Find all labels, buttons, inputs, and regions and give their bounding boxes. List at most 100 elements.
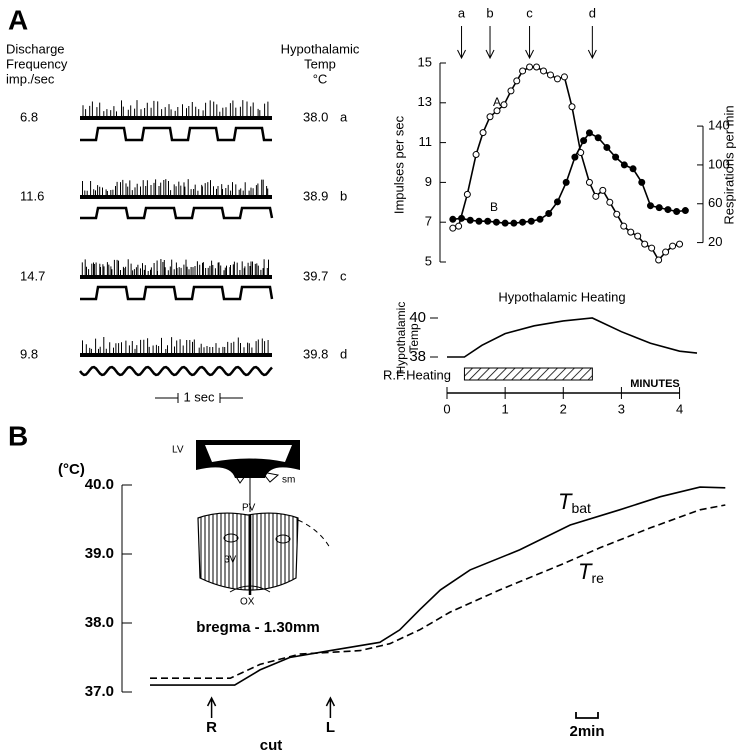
data-point <box>526 63 534 71</box>
y2-tick-label: 20 <box>708 234 722 249</box>
scale-bar <box>575 712 599 719</box>
data-point <box>627 228 635 236</box>
data-point <box>475 217 483 225</box>
series-label: Tbat <box>558 489 591 516</box>
trace-label: a <box>340 109 348 124</box>
data-point <box>634 232 642 240</box>
series-line <box>150 504 726 679</box>
inset-caption: bregma - 1.30mm <box>196 619 319 636</box>
data-point <box>673 208 681 216</box>
data-point <box>585 129 593 137</box>
data-point <box>669 242 677 250</box>
data-point <box>620 161 628 169</box>
frequency: 9.8 <box>20 346 38 361</box>
y2-axis-label: Respirations per min <box>721 105 736 224</box>
data-point <box>466 216 474 224</box>
data-point <box>603 143 611 151</box>
series-line <box>447 317 698 358</box>
data-point <box>568 103 576 111</box>
inset-diagram <box>196 440 331 595</box>
column-header: Temp <box>304 56 336 71</box>
data-point <box>540 67 548 75</box>
series-name: T <box>558 489 573 514</box>
y-tick-label: 9 <box>425 174 432 189</box>
y-tick-label: 13 <box>418 94 432 109</box>
data-point <box>553 198 561 206</box>
panel-label: B <box>8 420 28 451</box>
series-subscript: re <box>591 570 604 586</box>
data-point <box>599 186 607 194</box>
y-tick-label: 40 <box>409 309 426 326</box>
data-point <box>620 222 628 230</box>
y2-tick-label: 140 <box>708 118 730 133</box>
y-tick-label: 38 <box>409 348 426 365</box>
data-point <box>641 240 649 248</box>
data-point <box>638 178 646 186</box>
data-point <box>513 77 521 85</box>
marker-label: c <box>526 5 533 20</box>
x-tick-label: 0 <box>443 401 450 416</box>
data-point <box>479 129 487 137</box>
data-point <box>500 101 508 109</box>
annotation-note: cut <box>260 737 283 754</box>
respiration-trace <box>80 285 274 301</box>
trace-label: d <box>340 346 347 361</box>
temperature: 38.0 <box>303 109 328 124</box>
series-line <box>452 131 686 224</box>
inset-label: LV <box>172 445 184 456</box>
data-point <box>536 215 544 223</box>
column-header: Hypothalamic <box>281 41 360 56</box>
data-point <box>612 153 620 161</box>
marker-label: b <box>486 5 493 20</box>
series-label: A <box>493 95 501 109</box>
marker-label: a <box>458 5 466 20</box>
y-tick-label: 15 <box>418 54 432 69</box>
data-point <box>681 207 689 215</box>
data-point <box>458 214 466 222</box>
data-point <box>455 222 463 230</box>
y-tick-label: 38.0 <box>85 614 114 631</box>
heating-bar <box>463 367 593 381</box>
data-point <box>646 202 654 210</box>
x-tick-label: 4 <box>676 401 683 416</box>
data-point <box>655 256 663 264</box>
series-label: B <box>490 200 498 214</box>
trace-label: c <box>340 268 347 283</box>
data-point <box>562 178 570 186</box>
series-label: Tre <box>578 559 604 586</box>
data-point <box>662 248 670 256</box>
scale-bar <box>155 393 243 403</box>
temperature: 38.9 <box>303 188 328 203</box>
y-axis-label: Hypothalamic <box>394 302 408 375</box>
chart-title: Hypothalamic Heating <box>498 289 625 304</box>
inset-label: PV <box>242 503 256 514</box>
data-point <box>472 151 480 159</box>
data-point <box>527 217 535 225</box>
y-axis-label: (°C) <box>58 461 85 478</box>
marker-arrow <box>587 26 597 60</box>
y-axis-label: Temp <box>407 323 421 353</box>
marker-arrow <box>485 26 495 60</box>
y-tick-label: 40.0 <box>85 476 114 493</box>
data-point <box>546 71 554 79</box>
data-point <box>449 224 457 232</box>
x-tick-label: 1 <box>502 401 509 416</box>
inset-label: sm <box>282 475 295 486</box>
x-axis-label: MINUTES <box>630 378 680 390</box>
data-point <box>510 219 518 227</box>
marker-label: d <box>589 5 596 20</box>
data-point <box>519 67 527 75</box>
data-point <box>553 75 561 83</box>
y-tick-label: 7 <box>425 214 432 229</box>
data-point <box>545 209 553 217</box>
annotation-arrow <box>206 696 217 718</box>
data-point <box>580 137 588 145</box>
column-header: imp./sec <box>6 71 55 86</box>
temperature: 39.8 <box>303 346 328 361</box>
data-point <box>484 217 492 225</box>
data-point <box>676 240 684 248</box>
y-tick-label: 39.0 <box>85 545 114 562</box>
data-point <box>486 113 494 121</box>
frequency: 14.7 <box>20 268 45 283</box>
frequency: 6.8 <box>20 109 38 124</box>
